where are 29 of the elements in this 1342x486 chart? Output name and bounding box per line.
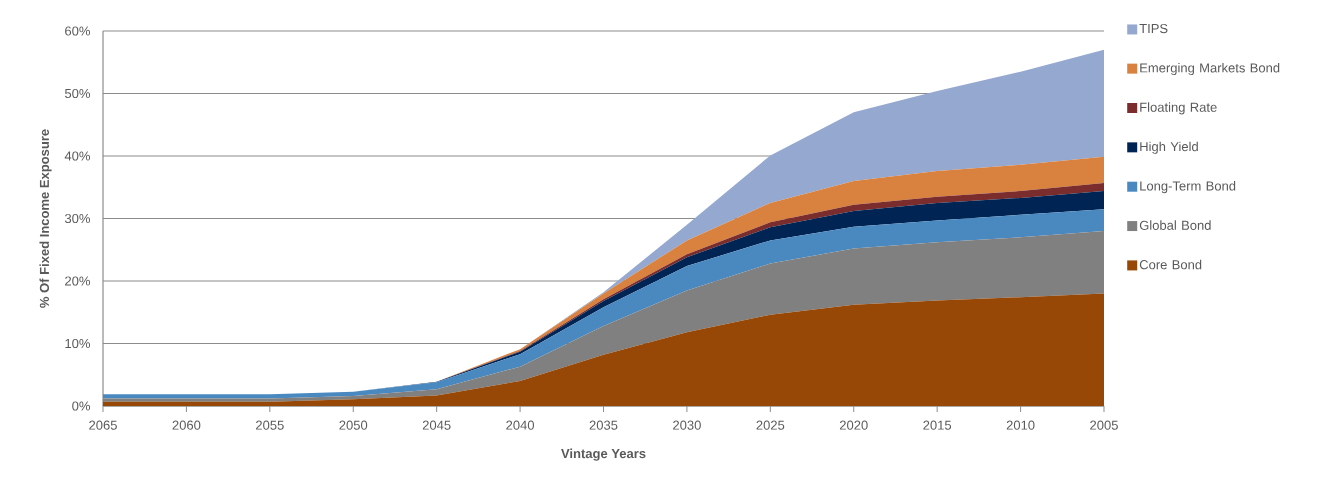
y-tick-label: 0% — [72, 401, 90, 411]
y-axis-title: % Of Fixed Income Exposure — [39, 129, 52, 308]
y-tick-label: 40% — [64, 151, 90, 161]
x-tick-label: 2005 — [1090, 420, 1118, 430]
x-tick-label: 2055 — [256, 420, 284, 430]
legend-label: Long-Term Bond — [1140, 181, 1236, 194]
legend-label: Core Bond — [1139, 259, 1202, 270]
y-tick-label: 10% — [65, 338, 90, 349]
x-tick-label: 2040 — [506, 420, 535, 430]
x-tick-label: 2060 — [172, 420, 201, 430]
x-tick-label: 2045 — [422, 420, 451, 430]
x-tick-label: 2025 — [756, 420, 785, 430]
x-tick-label: 2020 — [839, 420, 868, 430]
x-tick-label: 2010 — [1006, 420, 1035, 430]
x-tick-label: 2035 — [589, 420, 618, 430]
legend-label: Global Bond — [1139, 220, 1211, 230]
x-tick-label: 2065 — [89, 420, 117, 430]
y-tick-label: 50% — [64, 88, 90, 99]
x-tick-label: 2015 — [923, 420, 952, 430]
legend-label: TIPS — [1139, 23, 1168, 34]
x-tick-label: 2050 — [339, 420, 368, 430]
legend-label: Emerging Markets Bond — [1140, 62, 1280, 76]
x-axis-title: Vintage Years — [561, 448, 646, 461]
x-tick-label: 2030 — [673, 420, 701, 430]
y-tick-label: 30% — [64, 213, 90, 224]
y-tick-label: 60% — [65, 26, 90, 36]
y-tick-label: 20% — [65, 276, 90, 286]
legend-label: Floating Rate — [1140, 102, 1217, 115]
legend-label: High Yield — [1140, 141, 1198, 154]
